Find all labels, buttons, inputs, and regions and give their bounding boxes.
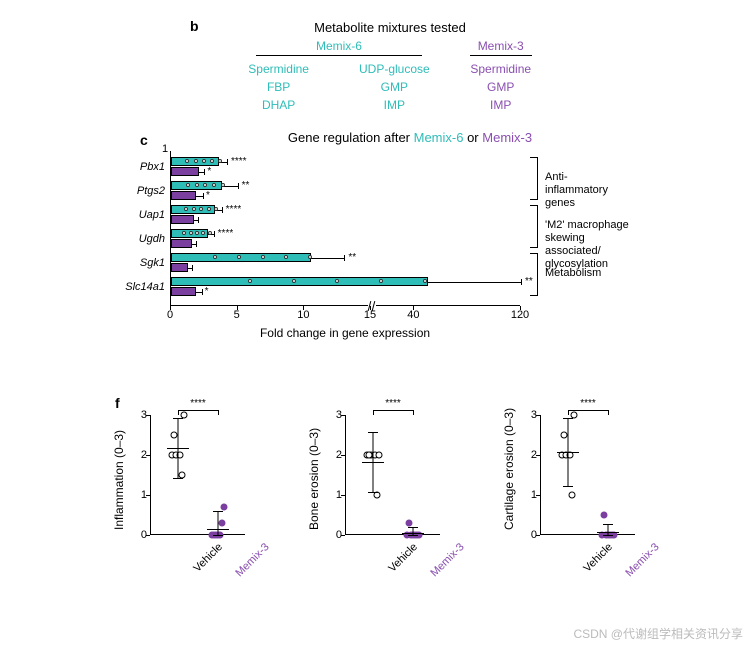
sig-memix3: *: [206, 190, 210, 201]
memix3-item: Spermidine: [470, 60, 532, 78]
xlabel: Memix-3: [428, 541, 466, 579]
bracket-label: Anti-inflammatory genes: [545, 171, 630, 211]
panel-b: Metabolite mixtures tested Memix-6 Sperm…: [150, 20, 630, 114]
data-point: [376, 452, 383, 459]
xtick: 40: [407, 309, 419, 321]
data-point: [219, 520, 226, 527]
memix3-header: Memix-3: [470, 39, 532, 56]
xtick: 15: [364, 309, 376, 321]
data-point: [366, 452, 373, 459]
sig-memix6: ****: [226, 204, 242, 215]
sig-memix6: **: [242, 180, 250, 191]
ylabel: Inflammation (0–3): [112, 430, 126, 530]
ylabel: Cartilage erosion (0–3): [502, 408, 516, 530]
memix6-group: Memix-6 SpermidineFBPDHAP UDP-glucoseGMP…: [248, 39, 429, 114]
title-or: or: [463, 130, 482, 145]
xlabel: Vehicle: [191, 541, 225, 575]
watermark: CSDN @代谢组学相关资讯分享: [573, 625, 743, 642]
memix6-item: Spermidine: [248, 60, 309, 78]
data-point: [221, 504, 228, 511]
dotplot-row: Inflammation (0–3)0123VehicleMemix-3****…: [110, 405, 670, 580]
data-point: [171, 432, 178, 439]
dotplot: Inflammation (0–3)0123VehicleMemix-3****: [110, 405, 270, 580]
xtick: 120: [511, 309, 529, 321]
axis-c: *********************: [170, 151, 520, 306]
memix6-item: DHAP: [248, 96, 309, 114]
xlabel: Vehicle: [581, 541, 615, 575]
memix3-item: IMP: [470, 96, 532, 114]
bracket-label: 'M2' macrophage skewing associated/glyco…: [545, 219, 630, 272]
panel-c-title: Gene regulation after Memix-6 or Memix-3: [180, 130, 640, 145]
sig-label: ****: [385, 398, 401, 409]
sig-memix3: *: [207, 166, 211, 177]
memix3-group: Memix-3 SpermidineGMPIMP: [470, 39, 532, 114]
memix3-item: GMP: [470, 78, 532, 96]
bracket: [530, 253, 538, 296]
xlabel-c: Fold change in gene expression: [170, 326, 520, 340]
yaxis-top-label: 1: [162, 143, 168, 155]
bracket-label: Metabolism: [545, 267, 601, 280]
data-point: [406, 520, 413, 527]
bar-memix3: [171, 167, 199, 176]
sig-memix6: ****: [231, 156, 247, 167]
chart-c: ********************* 05101540120 Fold c…: [110, 151, 630, 351]
panel-f: Inflammation (0–3)0123VehicleMemix-3****…: [110, 405, 670, 580]
memix6-item: GMP: [359, 78, 430, 96]
memix3-items: SpermidineGMPIMP: [470, 60, 532, 114]
bracket: [530, 205, 538, 248]
xtick: 0: [167, 309, 173, 321]
title-pre: Gene regulation after: [288, 130, 414, 145]
memix6-item: FBP: [248, 78, 309, 96]
memix6-col2: UDP-glucoseGMPIMP: [359, 60, 430, 114]
bar-memix3: [171, 215, 194, 224]
data-point: [561, 432, 568, 439]
panel-b-table: Memix-6 SpermidineFBPDHAP UDP-glucoseGMP…: [150, 39, 630, 114]
dotplot: Cartilage erosion (0–3)0123VehicleMemix-…: [500, 405, 660, 580]
gene-label: Uap1: [110, 209, 165, 221]
bar-memix3: [171, 287, 196, 296]
memix6-header: Memix-6: [256, 39, 422, 56]
memix6-item: IMP: [359, 96, 430, 114]
xtick: 5: [234, 309, 240, 321]
data-point: [601, 512, 608, 519]
bar-memix3: [171, 263, 188, 272]
xlabel: Memix-3: [233, 541, 271, 579]
gene-label: Ptgs2: [110, 185, 165, 197]
sig-memix6: **: [348, 252, 356, 263]
gene-label: Ugdh: [110, 233, 165, 245]
title-memix6: Memix-6: [414, 130, 464, 145]
sig-label: ****: [190, 398, 206, 409]
bracket: [530, 157, 538, 200]
gene-label: Pbx1: [110, 161, 165, 173]
gene-label: Sgk1: [110, 257, 165, 269]
gene-label: Slc14a1: [110, 281, 165, 293]
panel-c: Gene regulation after Memix-6 or Memix-3…: [110, 130, 640, 351]
sig-memix6: ****: [218, 228, 234, 239]
xtick: 10: [297, 309, 309, 321]
sig-label: ****: [580, 398, 596, 409]
panel-b-title: Metabolite mixtures tested: [150, 20, 630, 35]
data-point: [569, 492, 576, 499]
ylabel: Bone erosion (0–3): [307, 428, 321, 530]
bar-memix6: [171, 253, 311, 262]
bar-memix3: [171, 239, 192, 248]
sig-memix3: *: [205, 286, 209, 297]
bar-memix6: [171, 277, 428, 286]
memix6-item: UDP-glucose: [359, 60, 430, 78]
xlabel: Memix-3: [623, 541, 661, 579]
title-memix3: Memix-3: [482, 130, 532, 145]
memix6-col1: SpermidineFBPDHAP: [248, 60, 309, 114]
bar-memix3: [171, 191, 196, 200]
xlabel: Vehicle: [386, 541, 420, 575]
dotplot: Bone erosion (0–3)0123VehicleMemix-3****: [305, 405, 465, 580]
